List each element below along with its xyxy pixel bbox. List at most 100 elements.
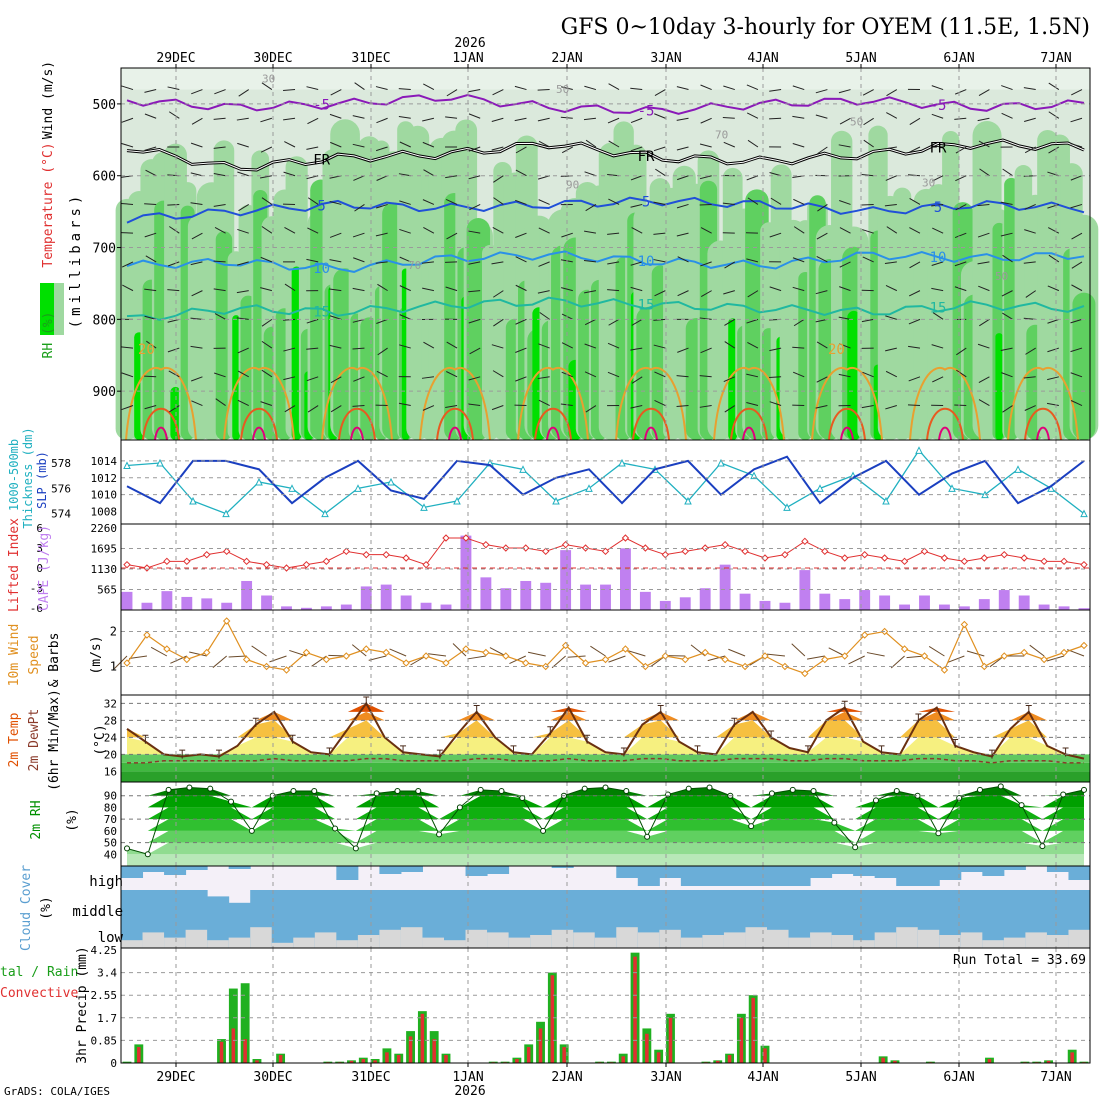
rh2m-marker	[186, 784, 193, 791]
lifted-index-marker	[1020, 554, 1028, 562]
cloud-low-bar	[1068, 929, 1091, 948]
cloud-low-bar	[207, 940, 230, 948]
rh2m-marker	[477, 786, 484, 793]
cloud-high-bar	[767, 866, 790, 886]
wind-barb	[446, 89, 458, 97]
wind-barb	[560, 86, 573, 91]
temperature-contour-30	[154, 426, 168, 441]
wind-barb	[307, 227, 319, 234]
precip-convective-bar	[550, 975, 555, 1063]
wind-barb	[954, 89, 967, 95]
wind-barb	[469, 347, 481, 355]
precip-convective-bar	[562, 1047, 566, 1063]
wind-barb	[376, 117, 388, 124]
wind-barb	[236, 290, 249, 294]
wind-barb	[676, 375, 689, 378]
lifted-index-marker	[462, 534, 470, 542]
wind-barb	[630, 347, 643, 351]
pressure-tick-label: 500	[93, 98, 116, 113]
cloud-high-bar	[788, 866, 811, 886]
wind-barb	[723, 290, 735, 295]
cape-bar	[320, 606, 332, 610]
panel-frame	[120, 609, 1091, 696]
cloud-high-bar	[874, 866, 897, 878]
wind-barb	[793, 226, 805, 234]
wind-barb	[515, 146, 527, 154]
cloud-high-bar	[465, 866, 488, 876]
wind-barb	[468, 113, 481, 119]
wind-barb	[1047, 285, 1060, 292]
wind-barb	[815, 405, 828, 409]
wind-barb	[261, 197, 273, 205]
wind-barb	[330, 376, 342, 384]
wind-barb	[653, 318, 666, 321]
rh2m-marker	[540, 827, 547, 834]
wind-barb	[769, 376, 782, 378]
cloud-low-bar	[121, 940, 144, 948]
rh2m-band	[127, 830, 1084, 843]
cloud-high-bar	[982, 866, 1005, 876]
wind-barb	[1001, 85, 1013, 91]
rh2m-marker	[581, 785, 588, 792]
wind-speed-marker	[362, 645, 370, 653]
wind-barb	[306, 376, 319, 382]
wind-barb	[353, 257, 365, 263]
lifted-index-label: Lifted Index	[7, 518, 22, 612]
wind-barb	[237, 228, 249, 234]
wind-barb	[700, 84, 712, 91]
wind-speed-marker	[342, 652, 351, 660]
cloud-high-label: high	[89, 874, 123, 890]
wind-barb	[398, 115, 411, 119]
rh2m-marker	[1081, 786, 1087, 793]
cloud-middle-bar	[293, 890, 316, 922]
wind-barb	[398, 88, 411, 91]
rh2m-marker	[311, 788, 318, 795]
wind-barb	[792, 346, 805, 349]
wind-barb	[583, 117, 596, 121]
cloud-low-bar	[917, 929, 940, 948]
thickness-marker	[123, 461, 131, 470]
li-tick-label: -6	[30, 602, 43, 615]
wind-barb	[468, 230, 481, 234]
cloud-low-bar	[702, 935, 725, 948]
cloud-low-bar	[465, 929, 488, 948]
lifted-index-marker	[163, 557, 171, 566]
wind-barb	[515, 347, 527, 353]
wind-barb	[724, 261, 736, 269]
wind-barb	[723, 85, 735, 91]
wind-barb	[145, 255, 157, 263]
wind-barb	[839, 286, 851, 292]
wind-barb	[1071, 89, 1083, 96]
wind-barb	[746, 112, 759, 119]
cloud-label-a: Cloud Cover	[19, 865, 34, 951]
wind-barb	[608, 198, 620, 205]
rh2m-marker	[872, 797, 879, 804]
wind-speed-marker	[1040, 655, 1048, 664]
wind-barb	[955, 175, 967, 182]
thickness-marker	[519, 465, 527, 473]
cloud-low-bar	[379, 929, 402, 948]
cape-bar	[839, 599, 851, 610]
wind-barb-10m	[150, 646, 168, 657]
temperature-contour-25	[142, 408, 180, 441]
wind-barb	[1071, 284, 1083, 292]
wind-barb	[213, 203, 226, 207]
wind-barb	[283, 347, 296, 352]
cloud-high-bar	[853, 866, 876, 876]
precip-panel-labels: tal / Rain Convective 3hr Precip (mm) Ru…	[0, 946, 1086, 1063]
thickness-marker	[948, 484, 956, 492]
wind-barb	[214, 89, 226, 95]
wind-barb	[816, 341, 828, 349]
rh2m-band	[127, 795, 1084, 808]
rh-panel-labels: 2m RH (%)	[29, 800, 80, 839]
rh-contour-label: 50	[850, 115, 863, 128]
rh2m-band	[127, 807, 1084, 820]
rh2m-marker	[935, 830, 942, 837]
wind-barb	[816, 376, 828, 383]
temperature-contour-25	[436, 408, 474, 441]
wind-barb	[261, 226, 273, 234]
wind-barb-10m	[1046, 655, 1065, 662]
upper-panel-labels: RH (%) Temperature (°C) Wind (m/s) (mill…	[41, 61, 84, 359]
li-tick-label: 3	[36, 542, 43, 555]
cloud-middle-bar	[788, 890, 811, 922]
